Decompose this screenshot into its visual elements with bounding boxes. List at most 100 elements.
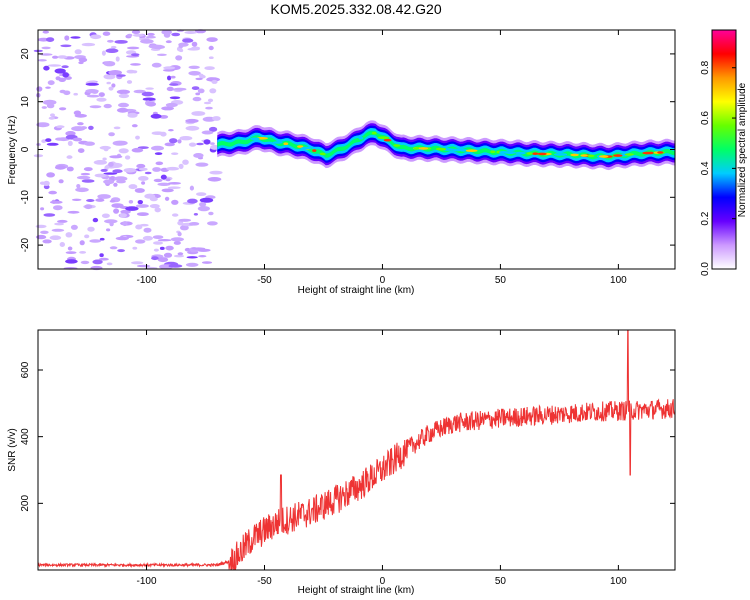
noise-blob: [212, 116, 221, 121]
colorbar-label: Normalized spectral amplitude: [737, 82, 748, 217]
noise-blob: [118, 93, 130, 99]
ridge-hotspot: [437, 147, 447, 151]
noise-blob: [103, 61, 116, 67]
noise-blob: [77, 148, 85, 154]
noise-blob: [195, 162, 209, 167]
snr-x-tick-label: 50: [495, 576, 507, 587]
noise-blob: [131, 30, 141, 34]
noise-blob: [167, 186, 181, 189]
ridge-hotspot: [358, 136, 364, 140]
noise-blob: [73, 110, 82, 116]
noise-blob: [132, 70, 138, 74]
colorbar-frame: [711, 29, 737, 270]
noise-blob: [143, 227, 152, 233]
noise-blob: [210, 142, 215, 145]
noise-blob: [43, 65, 50, 71]
noise-blob: [46, 172, 55, 178]
noise-blob: [116, 74, 126, 77]
noise-blob: [169, 83, 179, 86]
noise-blob: [204, 66, 215, 70]
noise-blob: [109, 246, 118, 250]
spectrogram-y-tick-label: 0: [20, 146, 31, 152]
noise-blob: [84, 204, 93, 210]
noise-blob: [81, 42, 96, 47]
noise-blob: [43, 180, 50, 186]
noise-blob: [177, 252, 184, 256]
noise-blob: [43, 184, 50, 190]
noise-blob: [117, 249, 125, 253]
noise-blob: [98, 257, 109, 261]
noise-blob: [119, 213, 127, 218]
noise-blob: [146, 101, 156, 107]
noise-blob: [124, 155, 131, 160]
noise-blob: [63, 90, 71, 96]
noise-blob: [58, 179, 64, 184]
noise-blob: [67, 246, 73, 251]
noise-blob: [208, 45, 214, 51]
colorbar-tick-label: 0.0: [700, 262, 711, 276]
colorbar-tick-label: 0.6: [700, 111, 711, 125]
noise-blob: [130, 63, 141, 66]
ridge-hotspot: [490, 150, 496, 153]
spectrogram-y-tick-label: -20: [20, 237, 31, 252]
noise-blob: [170, 237, 184, 242]
ridge-hotspot: [553, 153, 566, 156]
snr-x-tick-label: 0: [380, 576, 386, 587]
noise-blob: [191, 247, 206, 250]
noise-blob: [196, 192, 207, 197]
noise-blob: [99, 253, 104, 258]
noise-blob: [171, 199, 179, 205]
noise-blob: [57, 55, 68, 59]
ridge-hotspot: [283, 142, 289, 145]
snr-x-tick-label: -100: [137, 576, 157, 587]
ridge-hotspot: [383, 138, 392, 142]
noise-blob: [65, 251, 77, 255]
noise-blob: [70, 224, 78, 230]
noise-blob: [182, 38, 194, 43]
noise-blob: [86, 199, 95, 202]
colorbar-tick-label: 0.4: [700, 161, 711, 175]
noise-blob: [108, 132, 115, 137]
noise-blob: [136, 264, 151, 268]
noise-blob: [127, 33, 133, 37]
noise-blob: [142, 97, 156, 101]
ridge-band: [217, 130, 676, 160]
noise-blob: [186, 256, 198, 259]
noise-blob: [188, 222, 200, 226]
noise-blob: [89, 239, 102, 243]
noise-blob: [116, 107, 129, 113]
noise-blob: [67, 140, 73, 146]
noise-blob: [151, 256, 159, 261]
noise-blob: [187, 198, 198, 204]
noise-blob: [123, 168, 136, 173]
noise-blob: [170, 75, 176, 79]
snr-y-label: SNR (v/v): [7, 428, 18, 471]
noise-blob: [207, 98, 214, 103]
noise-blob: [203, 101, 212, 105]
noise-blob: [149, 204, 160, 209]
noise-blob: [48, 190, 57, 195]
noise-blob: [207, 177, 222, 182]
noise-blob: [45, 138, 52, 143]
noise-blob: [135, 224, 143, 230]
spectrogram-x-label: Height of straight line (km): [298, 285, 415, 296]
noise-blob: [163, 252, 173, 258]
noise-blob: [59, 107, 67, 111]
noise-blob: [84, 234, 90, 239]
noise-blob: [173, 87, 187, 91]
noise-blob: [168, 129, 174, 132]
noise-blob: [113, 176, 128, 182]
noise-blob: [208, 211, 214, 216]
ridge-hotspot: [613, 154, 623, 157]
noise-blob: [197, 206, 210, 212]
noise-blob: [168, 264, 183, 268]
ridge-hotspot: [648, 151, 654, 155]
noise-blob: [131, 147, 144, 153]
noise-blob: [138, 167, 148, 171]
ridge-hotspot: [570, 153, 579, 157]
noise-blob: [35, 224, 47, 229]
noise-blob: [161, 188, 174, 193]
noise-blob: [205, 106, 213, 110]
noise-blob: [134, 188, 145, 193]
